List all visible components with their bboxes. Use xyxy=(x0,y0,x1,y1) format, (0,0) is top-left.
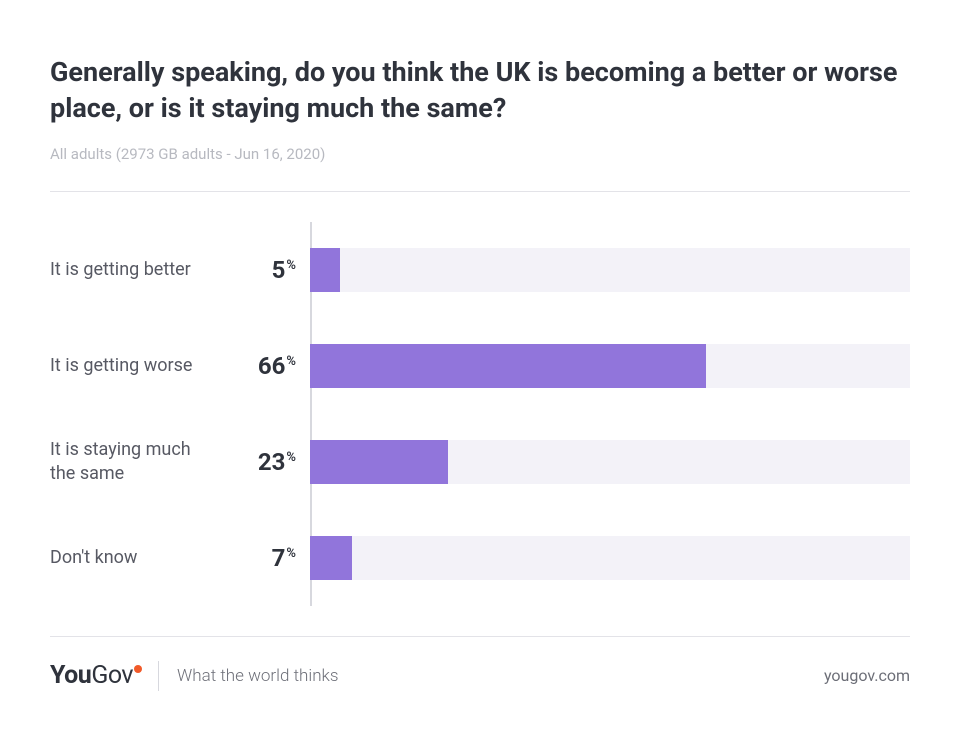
yougov-logo: YouGov xyxy=(50,661,142,690)
bar-cell xyxy=(310,536,910,580)
bar-fill xyxy=(310,536,352,580)
bar-row: It is getting worse66% xyxy=(50,318,910,414)
bar-value-number: 23 xyxy=(258,448,286,476)
bar-value: 7% xyxy=(205,544,310,572)
bar-track xyxy=(310,536,910,580)
percent-sign: % xyxy=(286,450,296,465)
bar-fill xyxy=(310,344,706,388)
chart-subtitle: All adults (2973 GB adults - Jun 16, 202… xyxy=(50,145,910,163)
bar-cell xyxy=(310,248,910,292)
percent-sign: % xyxy=(286,546,296,561)
bar-value: 5% xyxy=(205,256,310,284)
logo-text: Gov xyxy=(91,661,133,690)
bar-track xyxy=(310,248,910,292)
bar-value-number: 66 xyxy=(258,352,286,380)
divider-bottom xyxy=(50,636,910,637)
logo-text-bold: You xyxy=(50,661,91,690)
logo-dot-icon xyxy=(134,665,142,673)
bar-chart: It is getting better5%It is getting wors… xyxy=(50,192,910,636)
footer-site: yougov.com xyxy=(824,666,910,685)
bar-value-number: 5 xyxy=(272,256,286,284)
percent-sign: % xyxy=(286,258,296,273)
bar-fill xyxy=(310,440,448,484)
bar-row: It is getting better5% xyxy=(50,222,910,318)
bar-label: It is getting better xyxy=(50,258,205,281)
bar-cell xyxy=(310,344,910,388)
bar-label: It is getting worse xyxy=(50,354,205,377)
bar-fill xyxy=(310,248,340,292)
bar-value-number: 7 xyxy=(272,544,286,572)
percent-sign: % xyxy=(286,354,296,369)
bar-label: Don't know xyxy=(50,546,205,569)
footer-tagline: What the world thinks xyxy=(177,666,338,686)
bar-value: 23% xyxy=(205,448,310,476)
bar-cell xyxy=(310,440,910,484)
bar-label: It is staying much the same xyxy=(50,438,205,485)
bar-value: 66% xyxy=(205,352,310,380)
footer: YouGov What the world thinks yougov.com xyxy=(50,661,910,691)
footer-divider xyxy=(158,661,159,691)
bar-row: It is staying much the same23% xyxy=(50,414,910,510)
bar-row: Don't know7% xyxy=(50,510,910,606)
chart-title: Generally speaking, do you think the UK … xyxy=(50,54,910,127)
